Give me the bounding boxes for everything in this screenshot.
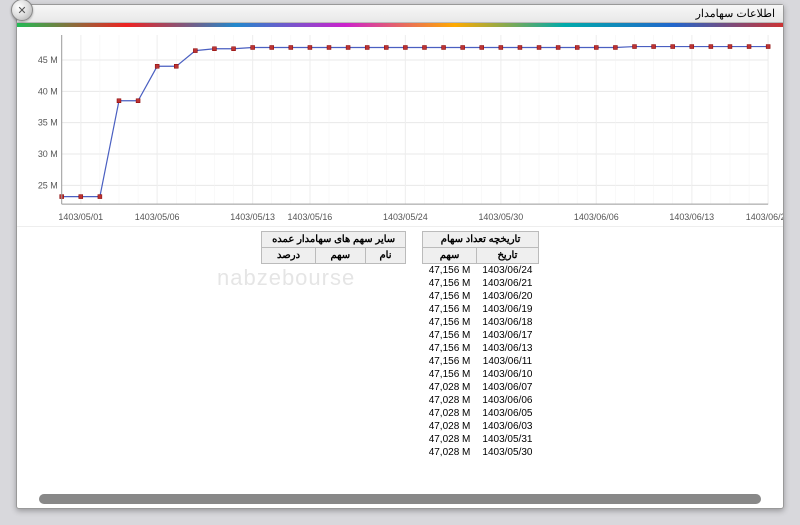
table-row: 1403/05/3047,028 M: [423, 446, 539, 459]
svg-text:40 M: 40 M: [38, 86, 58, 96]
svg-text:1403/05/16: 1403/05/16: [288, 212, 333, 222]
table-row: 1403/06/1847,156 M: [423, 316, 539, 329]
table-row: 1403/06/1347,156 M: [423, 342, 539, 355]
svg-text:25 M: 25 M: [38, 180, 58, 190]
table-row: 1403/06/2147,156 M: [423, 277, 539, 290]
cell-shares: 47,156 M: [423, 329, 477, 342]
cell-shares: 47,156 M: [423, 290, 477, 303]
cell-shares: 47,028 M: [423, 420, 477, 433]
cell-shares: 47,156 M: [423, 316, 477, 329]
cell-date: 1403/06/11: [476, 355, 538, 368]
cell-shares: 47,156 M: [423, 355, 477, 368]
cell-date: 1403/05/31: [476, 433, 538, 446]
other-col-shares: سهم: [315, 248, 365, 264]
svg-text:1403/05/30: 1403/05/30: [478, 212, 523, 222]
table-row: 1403/06/0547,028 M: [423, 407, 539, 420]
cell-date: 1403/06/18: [476, 316, 538, 329]
svg-text:1403/05/06: 1403/05/06: [135, 212, 180, 222]
close-button[interactable]: ✕: [11, 0, 33, 21]
svg-text:1403/05/01: 1403/05/01: [58, 212, 103, 222]
svg-text:30 M: 30 M: [38, 149, 58, 159]
table-row: 1403/06/1947,156 M: [423, 303, 539, 316]
history-col-shares: سهم: [423, 248, 477, 264]
shares-history-chart: 25 M 30 M 35 M 40 M 45 M 1403/05/01 1403/05/06…: [17, 27, 783, 227]
table-row: 1403/05/3147,028 M: [423, 433, 539, 446]
svg-text:1403/05/13: 1403/05/13: [230, 212, 275, 222]
cell-date: 1403/06/06: [476, 394, 538, 407]
cell-shares: 47,156 M: [423, 303, 477, 316]
cell-date: 1403/06/24: [476, 264, 538, 278]
scrollbar-thumb[interactable]: [39, 494, 761, 504]
table-row: 1403/06/0347,028 M: [423, 420, 539, 433]
cell-date: 1403/06/21: [476, 277, 538, 290]
shareholder-info-window: ✕ اطلاعات سهامدار 25 M30 M35 M40 M45 M14…: [16, 4, 784, 509]
svg-text:1403/05/24: 1403/05/24: [383, 212, 428, 222]
table-row: 1403/06/1747,156 M: [423, 329, 539, 342]
cell-shares: 47,156 M: [423, 342, 477, 355]
horizontal-scrollbar[interactable]: [39, 494, 761, 504]
cell-shares: 47,028 M: [423, 381, 477, 394]
other-shares-table: سایر سهم های سهامدار عمده نام سهم درصد: [261, 231, 406, 459]
cell-date: 1403/06/13: [476, 342, 538, 355]
table-row: 1403/06/1047,156 M: [423, 368, 539, 381]
table-row: 1403/06/2047,156 M: [423, 290, 539, 303]
cell-shares: 47,028 M: [423, 446, 477, 459]
table-row: 1403/06/0747,028 M: [423, 381, 539, 394]
tables-container: تاریخچه تعداد سهام تاریخ سهم 1403/06/244…: [17, 227, 783, 463]
window-titlebar: اطلاعات سهامدار: [17, 5, 783, 23]
table-row: 1403/06/1147,156 M: [423, 355, 539, 368]
cell-date: 1403/06/20: [476, 290, 538, 303]
content-area: 25 M 30 M 35 M 40 M 45 M 1403/05/01 1403/05/06…: [17, 27, 783, 507]
cell-date: 1403/06/07: [476, 381, 538, 394]
cell-shares: 47,028 M: [423, 407, 477, 420]
other-table-title: سایر سهم های سهامدار عمده: [262, 232, 406, 248]
cell-shares: 47,156 M: [423, 277, 477, 290]
cell-date: 1403/06/03: [476, 420, 538, 433]
history-table: تاریخچه تعداد سهام تاریخ سهم 1403/06/244…: [422, 231, 539, 459]
cell-date: 1403/06/17: [476, 329, 538, 342]
svg-text:35 M: 35 M: [38, 118, 58, 128]
other-col-percent: درصد: [262, 248, 316, 264]
cell-date: 1403/06/05: [476, 407, 538, 420]
svg-text:1403/06/13: 1403/06/13: [669, 212, 714, 222]
svg-text:1403/06/06: 1403/06/06: [574, 212, 619, 222]
cell-shares: 47,156 M: [423, 264, 477, 278]
window-title: اطلاعات سهامدار: [696, 8, 775, 20]
table-row: 1403/06/0647,028 M: [423, 394, 539, 407]
svg-text:45 M: 45 M: [38, 55, 58, 65]
cell-date: 1403/06/10: [476, 368, 538, 381]
cell-shares: 47,028 M: [423, 433, 477, 446]
other-col-name: نام: [365, 248, 405, 264]
cell-date: 1403/06/19: [476, 303, 538, 316]
cell-shares: 47,156 M: [423, 368, 477, 381]
history-table-title: تاریخچه تعداد سهام: [423, 232, 539, 248]
table-row: 1403/06/2447,156 M: [423, 264, 539, 278]
cell-date: 1403/05/30: [476, 446, 538, 459]
history-col-date: تاریخ: [476, 248, 538, 264]
svg-text:1403/06/20: 1403/06/20: [746, 212, 783, 222]
cell-shares: 47,028 M: [423, 394, 477, 407]
